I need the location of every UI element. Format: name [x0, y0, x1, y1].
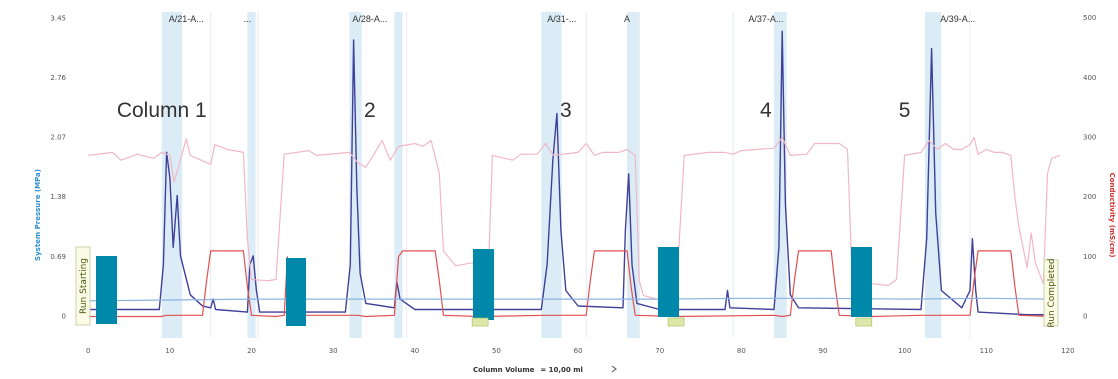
fraction-band-0 — [161, 12, 183, 338]
x-axis-title: Column Volume = 10,00 ml — [473, 366, 583, 374]
column-label: 3 — [560, 99, 572, 122]
y-left-tick-label: 0 — [62, 312, 66, 320]
fraction-label: A/37-A... — [748, 14, 783, 24]
x-tick-label: 100 — [898, 347, 911, 355]
x-tick-label: 0 — [86, 347, 90, 355]
x-tick-label: 10 — [165, 347, 174, 355]
run-starting-box — [75, 246, 91, 326]
event-flag-2 — [855, 317, 873, 327]
fraction-band-3 — [394, 12, 403, 338]
fraction-label: A/39-A... — [940, 14, 975, 24]
x-tick-label: 50 — [492, 347, 501, 355]
event-flag-1 — [667, 317, 685, 327]
x-axis-label: Column Volume — [473, 366, 535, 374]
column-label: 5 — [899, 99, 911, 122]
fraction-band-7 — [925, 12, 942, 338]
fraction-label: A/21-A... — [169, 14, 204, 24]
column-label: 4 — [760, 99, 772, 122]
y-left-tick-label: 2.76 — [50, 74, 66, 82]
column-marker-2 — [286, 258, 306, 326]
y-left-tick-label: 0.69 — [50, 253, 66, 261]
fraction-band-1 — [247, 12, 256, 338]
chevron-right-icon — [611, 365, 617, 373]
series-line-0 — [88, 30, 1052, 316]
column-marker-1 — [96, 256, 117, 324]
fraction-label: A/28-A... — [352, 14, 387, 24]
y-right-tick-label: 500 — [1083, 14, 1096, 22]
y-left-axis-title: System Pressure (MPa) — [34, 169, 42, 261]
x-tick-label: 40 — [410, 347, 419, 355]
x-tick-label: 80 — [737, 347, 746, 355]
y-left-tick-label: 2.07 — [50, 134, 66, 142]
y-right-tick-label: 200 — [1083, 193, 1096, 201]
column-marker-5 — [851, 247, 872, 317]
run-completed-box — [1043, 259, 1059, 327]
y-right-tick-label: 0 — [1083, 313, 1087, 321]
x-tick-label: 90 — [819, 347, 828, 355]
y-left-tick-label: 1.38 — [50, 193, 66, 201]
column-label: Column 1 — [117, 99, 207, 122]
column-label: 2 — [364, 99, 376, 122]
fraction-label: A/31-... — [547, 14, 576, 24]
column-marker-4 — [658, 247, 679, 317]
run-starting-label: Run Starting — [79, 258, 89, 314]
y-right-tick-label: 300 — [1083, 133, 1096, 141]
x-tick-label: 30 — [329, 347, 338, 355]
y-left-tick-label: 3.45 — [50, 14, 66, 22]
fraction-label: A — [624, 14, 630, 24]
fraction-label: ... — [244, 14, 252, 24]
x-tick-label: 120 — [1061, 347, 1074, 355]
column-marker-3 — [473, 249, 494, 320]
y-right-tick-label: 400 — [1083, 74, 1096, 82]
series-line-1 — [88, 250, 1052, 318]
y-right-axis-title: Conductivity (mS/cm) — [1108, 173, 1116, 258]
x-tick-label: 110 — [980, 347, 993, 355]
x-tick-label: 60 — [574, 347, 583, 355]
fraction-band-5 — [627, 12, 640, 338]
x-axis-extra: = 10,00 ml — [540, 366, 583, 374]
series-line-2 — [88, 136, 1061, 301]
x-tick-label: 20 — [247, 347, 256, 355]
run-completed-label: Run Completed — [1047, 258, 1057, 327]
x-tick-label: 70 — [655, 347, 664, 355]
series-line-3 — [88, 297, 1052, 302]
y-right-tick-label: 100 — [1083, 253, 1096, 261]
event-flag-0 — [471, 317, 489, 327]
